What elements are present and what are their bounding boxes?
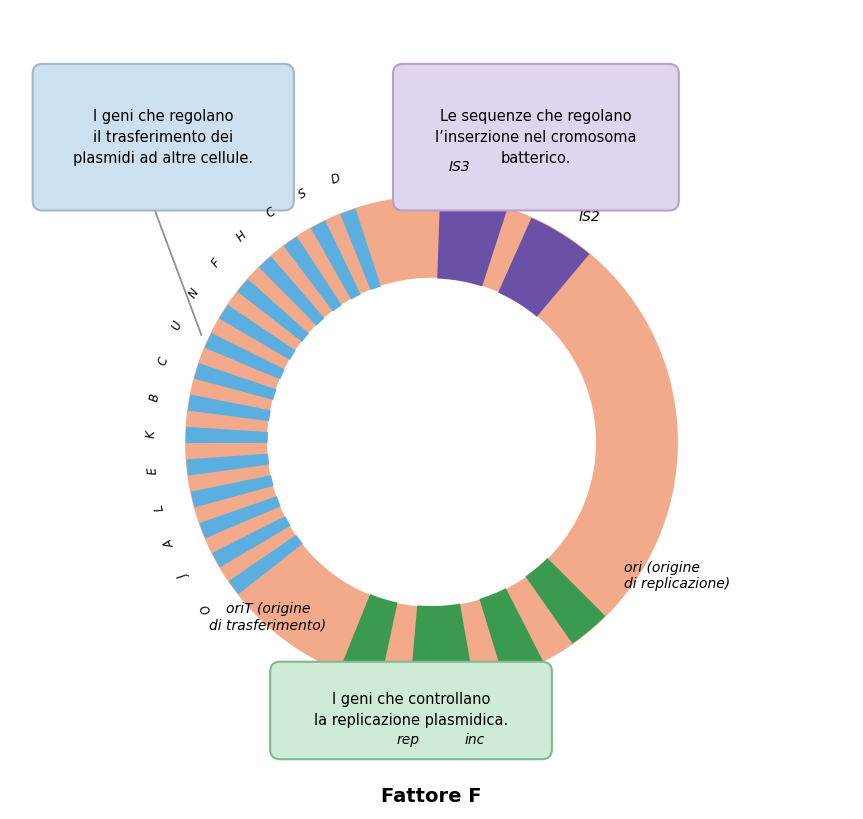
Polygon shape — [212, 516, 291, 568]
FancyBboxPatch shape — [393, 64, 679, 210]
Text: H: H — [234, 229, 249, 244]
Polygon shape — [340, 209, 381, 290]
FancyBboxPatch shape — [33, 64, 294, 210]
Text: I geni che controllano
la replicazione plasmidica.: I geni che controllano la replicazione p… — [314, 693, 508, 728]
Polygon shape — [186, 427, 268, 443]
Text: N: N — [186, 287, 202, 301]
Polygon shape — [410, 604, 474, 688]
Text: IS3: IS3 — [448, 160, 470, 174]
Text: I geni che regolano
il trasferimento dei
plasmidi ad altre cellule.: I geni che regolano il trasferimento dei… — [73, 109, 254, 165]
Polygon shape — [186, 197, 677, 688]
Polygon shape — [479, 588, 543, 677]
Polygon shape — [186, 454, 269, 476]
Text: J: J — [180, 572, 192, 581]
Polygon shape — [205, 333, 285, 379]
Polygon shape — [229, 535, 303, 595]
Polygon shape — [199, 496, 280, 538]
Text: S: S — [296, 186, 308, 201]
Polygon shape — [191, 475, 274, 508]
Text: rep: rep — [396, 733, 419, 747]
Text: K: K — [145, 430, 158, 438]
Text: Fattore F: Fattore F — [381, 786, 482, 806]
Text: IS2: IS2 — [579, 210, 601, 224]
Text: A: A — [163, 537, 178, 550]
Text: U: U — [169, 319, 185, 333]
Text: C: C — [263, 206, 278, 221]
Polygon shape — [188, 395, 271, 421]
Text: inc: inc — [464, 733, 484, 747]
Text: E: E — [146, 467, 160, 475]
Polygon shape — [194, 363, 276, 400]
FancyBboxPatch shape — [270, 662, 552, 759]
Polygon shape — [498, 218, 589, 317]
Text: Le sequenze che regolano
l’inserzione nel cromosoma
batterico.: Le sequenze che regolano l’inserzione ne… — [435, 109, 637, 165]
Text: oriT (origine
di trasferimento): oriT (origine di trasferimento) — [209, 602, 326, 632]
Polygon shape — [311, 220, 361, 300]
Polygon shape — [438, 197, 507, 287]
Text: D: D — [330, 171, 343, 187]
Text: F: F — [209, 256, 224, 270]
Polygon shape — [259, 256, 324, 326]
Polygon shape — [526, 558, 605, 644]
Polygon shape — [268, 278, 595, 606]
Text: B: B — [148, 392, 162, 402]
Polygon shape — [284, 237, 342, 311]
Polygon shape — [339, 594, 398, 682]
Polygon shape — [237, 279, 309, 342]
Polygon shape — [219, 305, 296, 360]
Text: C: C — [156, 355, 171, 367]
Text: ori (origine
di replicazione): ori (origine di replicazione) — [624, 561, 730, 591]
Text: L: L — [152, 503, 167, 513]
Text: O: O — [198, 600, 214, 616]
